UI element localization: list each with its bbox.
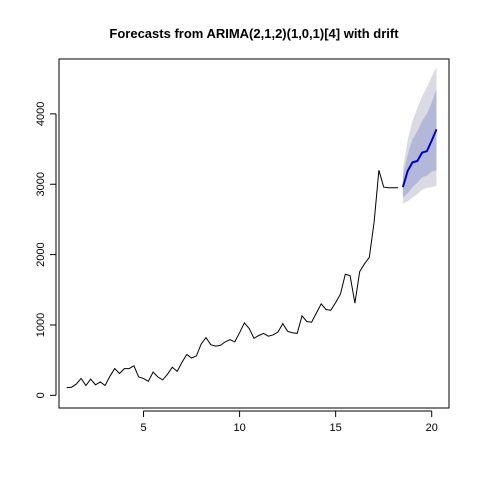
y-tick-label: 4000 (35, 102, 47, 126)
forecast-mean-line (401, 129, 438, 188)
y-tick-label: 3000 (35, 172, 47, 196)
forecast-band-80 (402, 89, 437, 198)
x-axis: 5 10 15 20 (140, 410, 438, 434)
x-tick-label: 20 (426, 422, 438, 434)
x-tick-label: 15 (330, 422, 342, 434)
x-tick-label: 10 (233, 422, 245, 434)
y-tick-label: 2000 (35, 242, 47, 266)
y-tick-label: 1000 (35, 313, 47, 337)
x-tick-label: 5 (140, 422, 146, 434)
y-tick-label: 0 (35, 392, 47, 398)
plot-area-border (58, 58, 450, 409)
series-lines (66, 129, 438, 389)
y-axis: 0 1000 2000 3000 4000 (35, 102, 57, 398)
chart-title: Forecasts from ARIMA(2,1,2)(1,0,1)[4] wi… (109, 26, 399, 41)
history-series-line (66, 170, 399, 389)
forecast-bands (402, 67, 437, 204)
